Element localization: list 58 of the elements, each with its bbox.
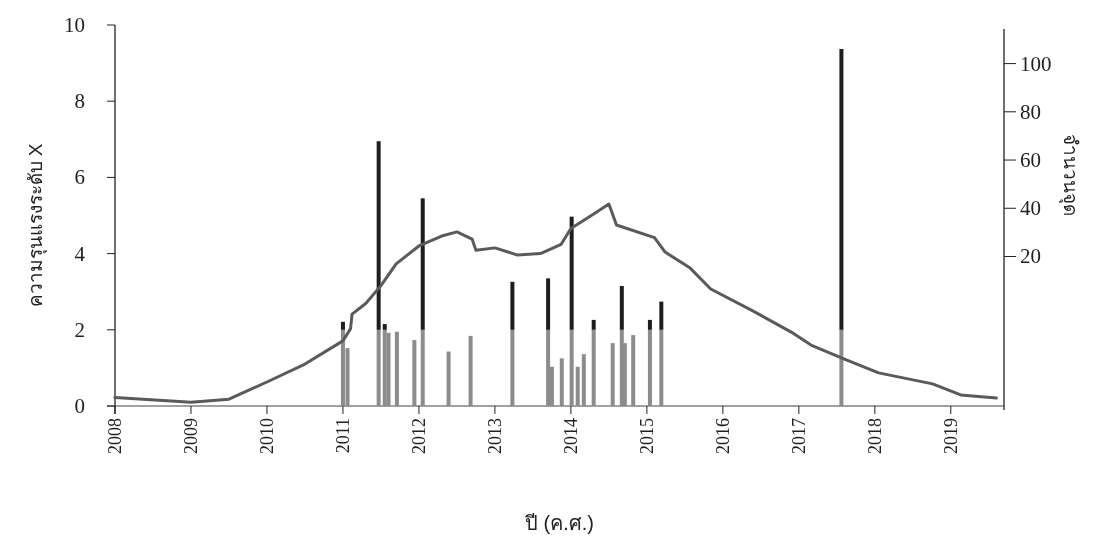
x-tick-label: 2013 (484, 418, 505, 454)
bar (412, 340, 417, 406)
y-tick-label: 2 (74, 317, 85, 342)
y2-tick-label: 80 (1020, 99, 1041, 124)
bar (394, 331, 399, 406)
bar (340, 321, 345, 330)
bar (376, 329, 381, 406)
bar (446, 351, 451, 406)
y2-tick-label: 40 (1020, 196, 1041, 221)
bar (546, 329, 551, 406)
bar (619, 285, 624, 330)
bar (376, 141, 381, 330)
bar (839, 49, 844, 330)
bar (575, 366, 580, 406)
y-tick-label: 10 (64, 13, 85, 37)
bar (591, 329, 596, 406)
x-tick-label: 2010 (256, 418, 277, 454)
bar (659, 329, 664, 406)
x-tick-label: 2018 (864, 418, 885, 454)
bar (382, 329, 387, 406)
x-tick-label: 2008 (105, 418, 125, 454)
bar (569, 216, 574, 330)
x-tick-label: 2019 (940, 418, 961, 454)
y2-axis-title: จำนวนจุด (1057, 134, 1081, 216)
bar (647, 319, 652, 330)
y-tick-label: 8 (74, 89, 85, 114)
y-tick-label: 6 (74, 165, 85, 190)
y2-tick-label: 60 (1020, 148, 1041, 173)
y-axis-title: ความรุนแรงระดับ X (24, 143, 48, 308)
x-axis-title: ปี (ค.ศ.) (525, 512, 594, 534)
bar (631, 335, 636, 406)
bar (382, 324, 387, 330)
bar (386, 332, 391, 406)
bar (659, 301, 664, 330)
bar (559, 358, 564, 406)
y-tick-label: 4 (74, 241, 86, 266)
bar (510, 281, 515, 330)
bar (468, 335, 473, 406)
bar (510, 329, 515, 406)
bar (546, 278, 551, 330)
bar (839, 329, 844, 406)
x-tick-label: 2015 (636, 418, 657, 454)
x-tick-label: 2016 (712, 418, 733, 454)
x-tick-label: 2009 (180, 418, 201, 454)
x-tick-label: 2011 (332, 418, 353, 454)
bar (420, 198, 425, 330)
y2-tick-label: 100 (1020, 51, 1052, 76)
bar (591, 319, 596, 330)
bar (581, 354, 586, 406)
y2-tick-label: 20 (1020, 244, 1041, 269)
bar (569, 329, 574, 406)
x-tick-label: 2014 (560, 418, 581, 454)
bar (647, 329, 652, 406)
x-tick-label: 2012 (408, 418, 429, 454)
y-tick-label: 0 (74, 394, 85, 418)
bar (610, 343, 615, 406)
bar (420, 329, 425, 406)
x-tick-label: 2017 (788, 418, 809, 454)
